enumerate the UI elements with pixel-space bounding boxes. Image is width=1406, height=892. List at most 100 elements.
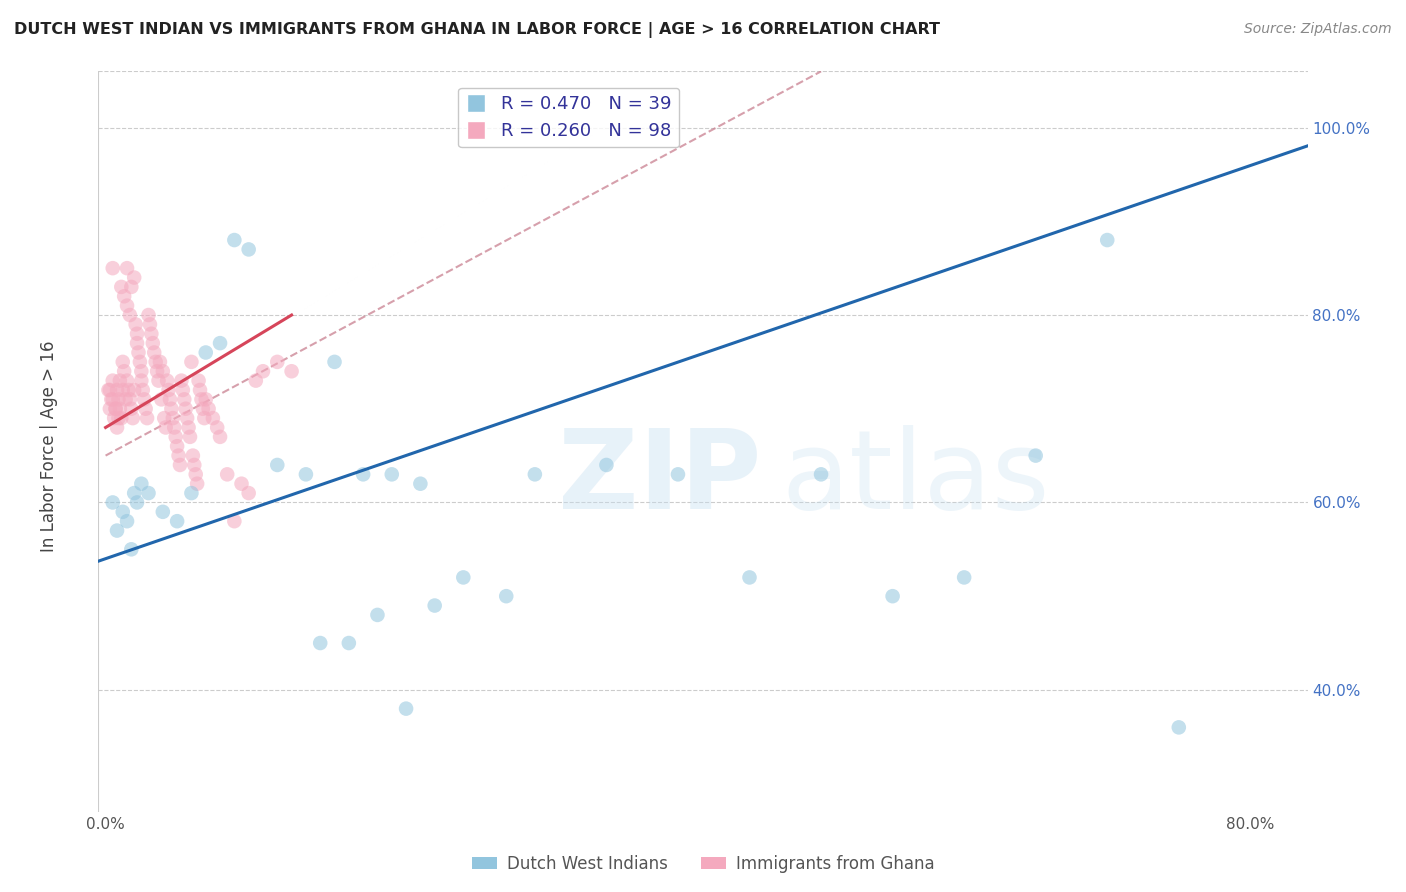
Point — [595, 458, 617, 472]
Point — [423, 599, 446, 613]
Point — [224, 233, 246, 247]
Point — [152, 364, 174, 378]
Point — [209, 430, 232, 444]
Point — [174, 401, 197, 416]
Point — [882, 589, 904, 603]
Point — [132, 383, 155, 397]
Legend: Dutch West Indians, Immigrants from Ghana: Dutch West Indians, Immigrants from Ghan… — [465, 848, 941, 880]
Point — [111, 505, 134, 519]
Point — [101, 261, 124, 276]
Point — [115, 514, 138, 528]
Point — [138, 308, 160, 322]
Point — [145, 355, 167, 369]
Point — [131, 374, 153, 388]
Point — [238, 486, 260, 500]
Point — [112, 364, 135, 378]
Point — [112, 289, 135, 303]
Point — [201, 411, 224, 425]
Point — [120, 401, 142, 416]
Point — [139, 318, 162, 332]
Point — [156, 374, 179, 388]
Text: Source: ZipAtlas.com: Source: ZipAtlas.com — [1244, 22, 1392, 37]
Point — [231, 476, 253, 491]
Point — [166, 439, 188, 453]
Point — [157, 383, 180, 397]
Point — [155, 420, 177, 434]
Text: DUTCH WEST INDIAN VS IMMIGRANTS FROM GHANA IN LABOR FORCE | AGE > 16 CORRELATION: DUTCH WEST INDIAN VS IMMIGRANTS FROM GHA… — [14, 22, 941, 38]
Text: In Labor Force | Age > 16: In Labor Force | Age > 16 — [41, 340, 58, 552]
Point — [1025, 449, 1047, 463]
Point — [180, 486, 202, 500]
Point — [110, 280, 132, 294]
Point — [266, 355, 288, 369]
Point — [167, 449, 190, 463]
Point — [217, 467, 239, 482]
Point — [162, 411, 184, 425]
Point — [124, 318, 146, 332]
Text: atlas: atlas — [782, 425, 1050, 532]
Point — [381, 467, 404, 482]
Point — [176, 411, 198, 425]
Point — [1097, 233, 1119, 247]
Point — [238, 243, 260, 257]
Point — [98, 401, 121, 416]
Point — [129, 355, 152, 369]
Point — [172, 383, 194, 397]
Point — [180, 355, 202, 369]
Point — [103, 411, 125, 425]
Point — [122, 383, 145, 397]
Point — [188, 383, 211, 397]
Point — [352, 467, 374, 482]
Point — [160, 401, 183, 416]
Point — [115, 299, 138, 313]
Point — [122, 270, 145, 285]
Point — [135, 401, 157, 416]
Point — [337, 636, 360, 650]
Point — [395, 701, 418, 715]
Point — [108, 401, 131, 416]
Point — [245, 374, 267, 388]
Point — [170, 374, 193, 388]
Point — [122, 486, 145, 500]
Point — [295, 467, 318, 482]
Point — [159, 392, 181, 407]
Point — [150, 392, 173, 407]
Point — [191, 401, 214, 416]
Point — [121, 411, 143, 425]
Point — [136, 411, 159, 425]
Point — [187, 374, 209, 388]
Legend: R = 0.470   N = 39, R = 0.260   N = 98: R = 0.470 N = 39, R = 0.260 N = 98 — [458, 87, 679, 147]
Point — [105, 383, 128, 397]
Point — [1167, 720, 1189, 734]
Point — [118, 392, 141, 407]
Point — [152, 505, 174, 519]
Point — [97, 383, 120, 397]
Point — [266, 458, 288, 472]
Point — [166, 514, 188, 528]
Point — [108, 374, 131, 388]
Point — [197, 401, 219, 416]
Point — [153, 411, 176, 425]
Point — [114, 392, 136, 407]
Point — [148, 374, 170, 388]
Point — [146, 364, 169, 378]
Point — [101, 392, 124, 407]
Point — [252, 364, 274, 378]
Point — [810, 467, 832, 482]
Point — [181, 449, 204, 463]
Point — [224, 514, 246, 528]
Point — [280, 364, 302, 378]
Point — [105, 420, 128, 434]
Point — [163, 420, 186, 434]
Point — [104, 401, 127, 416]
Point — [141, 326, 163, 341]
Point — [107, 392, 129, 407]
Point — [127, 345, 149, 359]
Point — [193, 411, 215, 425]
Point — [125, 326, 148, 341]
Point — [149, 355, 172, 369]
Point — [105, 524, 128, 538]
Point — [409, 476, 432, 491]
Point — [953, 570, 976, 584]
Point — [453, 570, 475, 584]
